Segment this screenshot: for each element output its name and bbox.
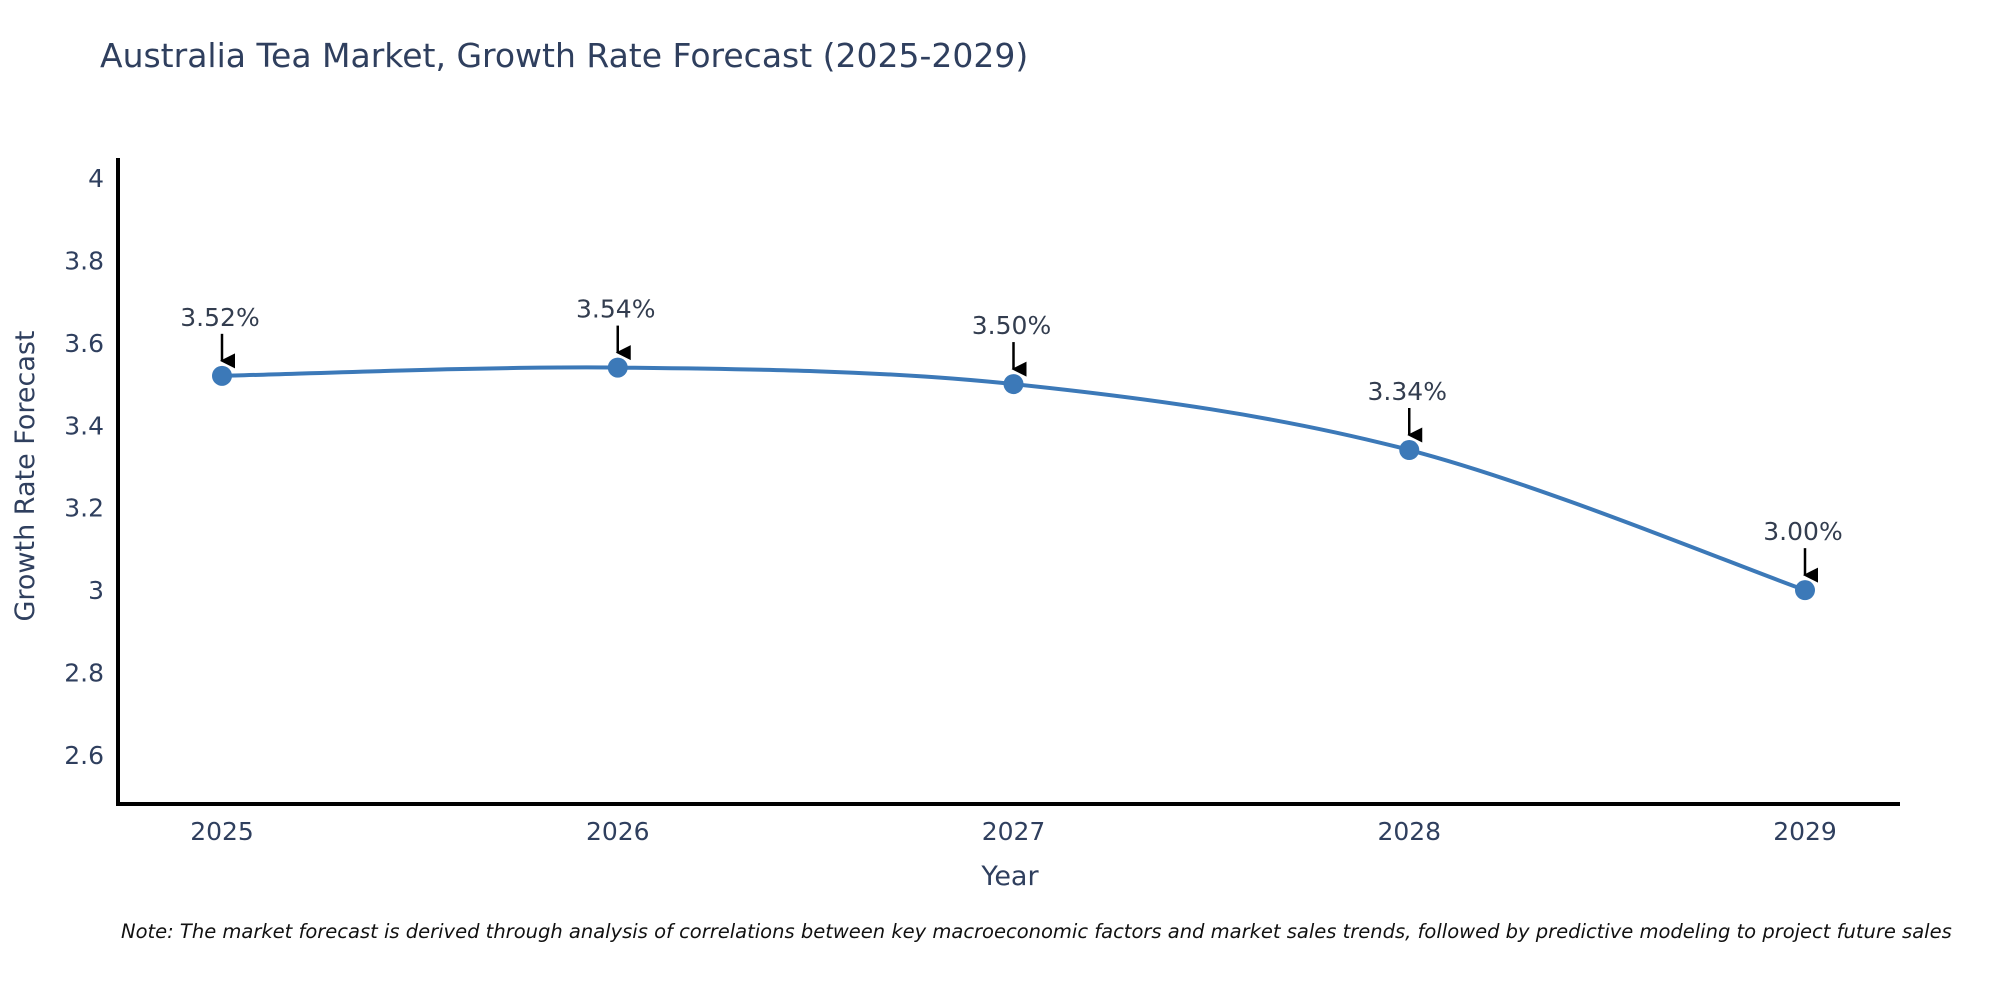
y-tick-label: 3.4 [64, 411, 104, 440]
data-point-marker[interactable] [607, 357, 628, 378]
y-axis-title: Growth Rate Forecast [10, 330, 41, 621]
chart-footnote: Note: The market forecast is derived thr… [121, 920, 1952, 943]
annotation-label: 3.52% [180, 303, 259, 332]
annotation-label: 3.34% [1368, 377, 1447, 406]
y-tick-label: 3 [88, 576, 104, 605]
y-tick-label: 3.2 [64, 494, 104, 523]
x-tick-label: 2028 [1377, 817, 1441, 846]
chart-title: Australia Tea Market, Growth Rate Foreca… [100, 36, 1029, 75]
y-tick-label: 3.8 [64, 246, 104, 275]
annotation-label: 3.50% [972, 311, 1051, 340]
data-point-marker[interactable] [212, 365, 232, 386]
annotation-label: 3.54% [576, 295, 655, 324]
plot-area: 4 3.8 3.6 3.4 3.2 3 2.8 2.6 2025 2026 2027 2028 2029… [64, 158, 1900, 846]
trend-line [220, 365, 1807, 593]
x-tick-label: 2029 [1773, 817, 1837, 846]
y-tick-label: 4 [88, 164, 104, 193]
data-point-marker[interactable] [1795, 580, 1815, 601]
x-tick-label: 2026 [586, 817, 650, 846]
y-tick-label: 2.6 [64, 741, 104, 770]
x-tick-label: 2025 [190, 817, 254, 846]
x-tick-label: 2027 [982, 817, 1046, 846]
y-tick-label: 2.8 [64, 659, 104, 688]
x-axis-title: Year [980, 861, 1039, 892]
data-point-marker[interactable] [1399, 440, 1420, 461]
data-point-marker[interactable] [1003, 374, 1024, 395]
y-tick-label: 3.6 [64, 329, 104, 358]
annotation-label: 3.00% [1763, 517, 1842, 546]
